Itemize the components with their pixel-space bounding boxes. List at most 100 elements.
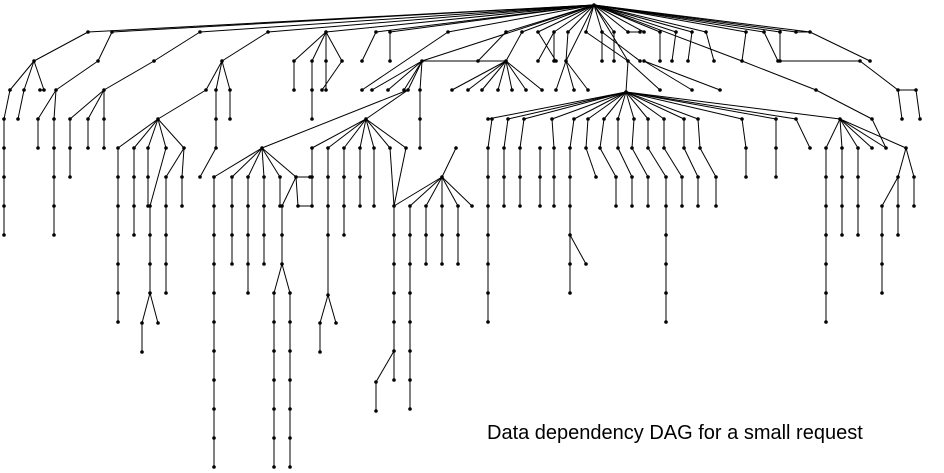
dag-node	[690, 88, 694, 92]
dag-edge	[617, 147, 633, 178]
dag-node	[638, 30, 642, 34]
dag-edge	[447, 4, 595, 33]
dag-edge	[503, 118, 509, 149]
dag-node	[840, 175, 844, 179]
dag-node	[658, 59, 662, 63]
dag-node	[856, 233, 860, 237]
dag-node	[740, 59, 744, 63]
dag-node	[246, 291, 250, 295]
dag-node	[824, 146, 828, 150]
dag-node	[164, 233, 168, 237]
dag-node	[824, 204, 828, 208]
dag-node	[288, 436, 292, 440]
dag-node	[212, 262, 216, 266]
dag-edge	[593, 4, 629, 62]
dag-node	[230, 204, 234, 208]
dag-node	[568, 233, 572, 237]
dag-node	[518, 175, 522, 179]
dag-node	[272, 378, 276, 382]
dag-edge	[133, 118, 159, 149]
dag-edge	[111, 4, 595, 33]
dag-node	[518, 146, 522, 150]
dag-node	[164, 175, 168, 179]
dag-node	[262, 204, 266, 208]
dag-edge	[697, 118, 701, 149]
dag-node	[824, 320, 828, 324]
dag-node	[212, 233, 216, 237]
dag-node	[418, 146, 422, 150]
dag-node	[470, 204, 474, 208]
dag-edge	[319, 294, 329, 324]
dag-edge	[897, 147, 907, 178]
dag-edge	[23, 60, 35, 91]
dag-edge	[365, 118, 407, 149]
dag-node	[456, 233, 460, 237]
dag-node	[266, 30, 270, 34]
dag-node	[646, 175, 650, 179]
dag-node	[794, 117, 798, 121]
dag-edge	[537, 4, 595, 33]
dag-node	[662, 117, 666, 121]
dag-node	[52, 233, 56, 237]
dag-node	[96, 59, 100, 63]
dag-node	[310, 59, 314, 63]
dag-edge	[325, 31, 343, 62]
dag-node	[486, 204, 490, 208]
dag-node	[102, 117, 106, 121]
dag-node	[278, 175, 282, 179]
dag-node	[288, 291, 292, 295]
dag-edge	[565, 4, 595, 62]
dag-node	[626, 30, 630, 34]
dag-edge	[157, 118, 185, 149]
dag-edge	[393, 176, 443, 207]
dag-node	[824, 291, 828, 295]
dag-edge	[69, 89, 105, 120]
dag-node	[914, 88, 918, 92]
dag-node	[52, 175, 56, 179]
dag-node	[486, 233, 490, 237]
dag-node	[86, 117, 90, 121]
dag-node	[614, 175, 618, 179]
dag-node	[342, 146, 346, 150]
dag-edge	[643, 60, 693, 91]
dag-node	[230, 175, 234, 179]
dag-node	[110, 30, 114, 34]
dag-edge	[815, 89, 873, 120]
dag-edge	[551, 91, 627, 120]
dag-node	[880, 233, 884, 237]
dag-edge	[593, 4, 603, 33]
dag-edge	[663, 147, 683, 178]
dag-node	[2, 233, 6, 237]
dag-node	[334, 321, 338, 325]
dag-node	[616, 117, 620, 121]
dag-edge	[97, 31, 113, 62]
dag-edge	[481, 60, 507, 91]
dag-node	[664, 262, 668, 266]
dag-node	[204, 88, 208, 92]
dag-edge	[451, 60, 507, 91]
dag-edge	[521, 4, 595, 33]
dag-node	[408, 204, 412, 208]
dag-edge	[157, 118, 167, 149]
dag-node	[690, 30, 694, 34]
dag-node	[598, 146, 602, 150]
dag-node	[602, 117, 606, 121]
dag-node	[2, 146, 6, 150]
dag-edge	[551, 118, 555, 149]
dag-edge	[293, 31, 327, 62]
dag-node	[262, 175, 266, 179]
dag-node	[212, 407, 216, 411]
dag-node	[164, 262, 168, 266]
dag-edge	[631, 118, 635, 149]
dag-node	[520, 30, 524, 34]
dag-edge	[199, 4, 595, 33]
dag-edge	[505, 60, 513, 91]
dag-node	[360, 88, 364, 92]
dag-edge	[587, 91, 627, 120]
dag-node	[858, 59, 862, 63]
dag-node	[212, 436, 216, 440]
dag-node	[884, 146, 888, 150]
dag-node	[658, 30, 662, 34]
dag-node	[52, 146, 56, 150]
